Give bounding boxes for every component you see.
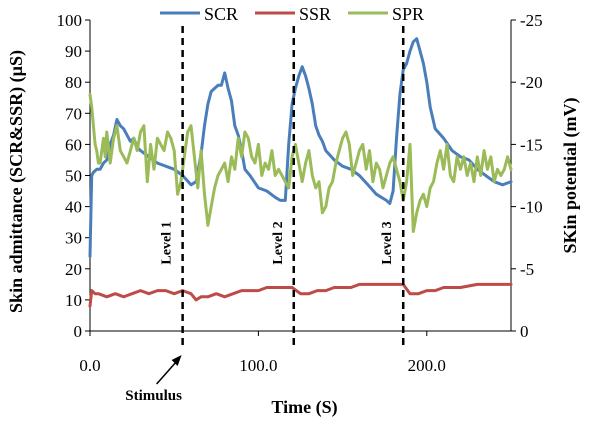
x-tick-label: 200.0	[408, 356, 446, 375]
y-left-tick-label: 10	[65, 291, 82, 310]
legend-label-spr: SPR	[392, 4, 424, 24]
y-right-axis-title: SKin potential (mV)	[560, 97, 581, 253]
level-label: Level 3	[380, 221, 395, 264]
y-left-tick-label: 60	[65, 135, 82, 154]
y-right-tick-label: -20	[520, 73, 543, 92]
legend-label-ssr: SSR	[299, 4, 331, 24]
x-tick-label: 0.0	[79, 356, 100, 375]
y-left-tick-label: 50	[65, 167, 82, 186]
y-left-tick-label: 20	[65, 260, 82, 279]
y-right-tick-label: -10	[520, 198, 543, 217]
x-tick-label: 100.0	[239, 356, 277, 375]
y-right-tick-label: 0	[520, 322, 529, 341]
y-left-tick-label: 70	[65, 104, 82, 123]
y-left-tick-label: 40	[65, 198, 82, 217]
y-right-tick-label: -25	[520, 11, 543, 30]
stimulus-arrow-head	[171, 355, 182, 366]
y-left-tick-label: 100	[57, 11, 83, 30]
level-label: Level 2	[271, 221, 286, 264]
stimulus-label: Stimulus	[125, 388, 182, 404]
y-left-tick-label: 30	[65, 229, 82, 248]
level-label: Level 1	[160, 221, 175, 264]
y-right-tick-label: -5	[520, 260, 534, 279]
y-left-axis-title: Skin admittance (SCR&SSR) (µS)	[6, 50, 27, 313]
y-right-tick-label: -15	[520, 135, 543, 154]
series-line-ssr	[88, 282, 513, 308]
y-left-tick-label: 0	[74, 322, 83, 341]
series-line-spr	[88, 93, 513, 233]
y-left-tick-label: 80	[65, 73, 82, 92]
x-axis-title: Time (S)	[271, 397, 337, 418]
y-left-tick-label: 90	[65, 42, 82, 61]
legend-label-scr: SCR	[204, 4, 238, 24]
